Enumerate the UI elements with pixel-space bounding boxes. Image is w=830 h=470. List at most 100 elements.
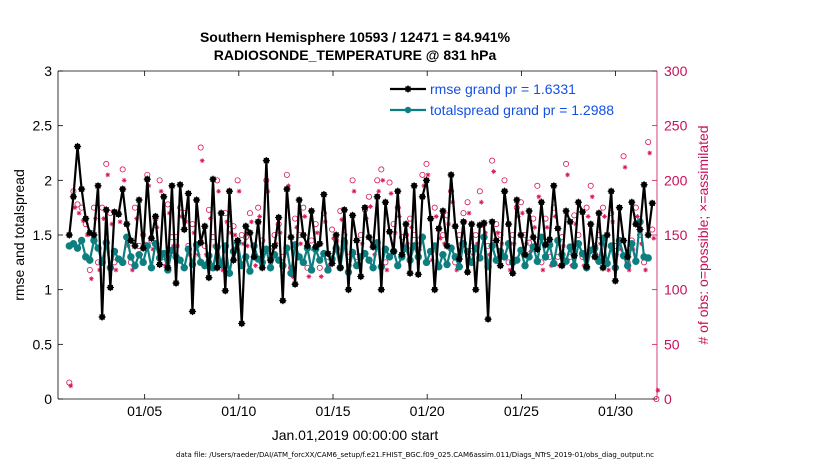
- plot-background: [58, 71, 657, 399]
- rmse-point-star: [258, 264, 266, 272]
- totalspread-point: [139, 258, 147, 267]
- rmse-point-star: [476, 221, 484, 229]
- obs-possible-point: [197, 144, 204, 151]
- obs-possible-point: [74, 201, 81, 208]
- legend-label: totalspread grand pr = 1.2988: [430, 102, 614, 118]
- obs-assimilated-point: [253, 263, 258, 269]
- obs-possible-point: [156, 177, 163, 184]
- totalspread-point: [570, 261, 578, 270]
- totalspread-point: [623, 261, 632, 270]
- obs-assimilated-point: [257, 214, 263, 219]
- totalspread-point: [266, 264, 275, 272]
- rmse-point-star: [394, 187, 402, 195]
- rmse-point-star: [546, 235, 554, 243]
- totalspread-point: [77, 236, 86, 245]
- rmse-point-star: [188, 307, 197, 316]
- rmse-point-star: [90, 231, 98, 239]
- rmse-point-star: [455, 255, 463, 263]
- rmse-point-star: [283, 185, 291, 193]
- rmse-point-star: [348, 211, 357, 219]
- rmse-point-star: [275, 213, 283, 222]
- data-file-footer: data file: /Users/raeder/DAI/ATM_forcXX/…: [176, 451, 654, 459]
- rmse-point-star: [611, 277, 619, 285]
- y-right-tick-label: 200: [664, 172, 688, 188]
- obs-assimilated-point: [232, 232, 238, 238]
- y-right-tick-label: 0: [664, 391, 672, 407]
- rmse-point-star: [225, 187, 234, 195]
- obs-assimilated-point: [388, 191, 394, 196]
- obs-possible-point: [431, 204, 438, 211]
- rmse-point-star: [648, 199, 656, 207]
- obs-assimilated-point: [478, 199, 484, 205]
- obs-possible-point: [234, 177, 241, 184]
- obs-possible-point: [378, 166, 385, 173]
- obs-assimilated-point: [158, 188, 164, 194]
- rmse-point-star: [361, 204, 369, 212]
- rmse-point-star: [537, 198, 546, 206]
- obs-possible-point: [255, 204, 262, 211]
- obs-assimilated-point: [285, 183, 291, 189]
- totalspread-point: [86, 256, 94, 264]
- rmse-point-star: [619, 236, 628, 245]
- rmse-point-star: [500, 187, 509, 195]
- rmse-point-star: [426, 215, 435, 223]
- rmse-point-star: [603, 231, 611, 239]
- obs-assimilated-point: [589, 194, 595, 200]
- rmse-point-star: [443, 242, 451, 250]
- rmse-point-star: [143, 175, 151, 183]
- rmse-point-star: [217, 209, 225, 217]
- totalspread-point: [307, 266, 316, 274]
- obs-assimilated-point: [129, 267, 135, 273]
- rmse-point-star: [509, 269, 517, 277]
- rmse-point-star: [234, 236, 242, 245]
- obs-assimilated-point: [384, 267, 390, 273]
- obs-assimilated-point: [655, 387, 661, 393]
- obs-assimilated-point: [540, 267, 546, 273]
- rmse-point-star: [246, 229, 254, 237]
- rmse-point-star: [209, 175, 217, 183]
- rmse-point-star: [299, 231, 307, 239]
- obs-possible-point: [534, 182, 541, 189]
- y-right-tick-label: 300: [664, 63, 688, 79]
- obs-assimilated-point: [76, 210, 82, 216]
- chart-subtitle: RADIOSONDE_TEMPERATURE @ 831 hPa: [214, 47, 497, 63]
- rmse-point-star: [484, 315, 492, 323]
- totalspread-point: [443, 260, 451, 269]
- rmse-point-star: [632, 220, 640, 228]
- rmse-point-star: [201, 222, 209, 230]
- obs-assimilated-point: [437, 235, 443, 241]
- obs-assimilated-point: [474, 241, 480, 247]
- rmse-point-star: [431, 286, 439, 294]
- rmse-point-star: [328, 259, 336, 268]
- obs-assimilated-point: [536, 194, 542, 200]
- obs-possible-point: [419, 171, 426, 178]
- rmse-point-star: [496, 262, 504, 270]
- y-right-tick-label: 250: [664, 118, 688, 134]
- obs-assimilated-point: [199, 158, 205, 164]
- obs-assimilated-point: [552, 214, 558, 219]
- y-left-tick-label: 1.5: [33, 227, 53, 243]
- obs-assimilated-point: [421, 183, 427, 189]
- legend-label: rmse grand pr = 1.6331: [430, 81, 576, 97]
- rmse-point-star: [365, 233, 373, 241]
- rmse-point-star: [480, 219, 488, 227]
- rmse-point-star: [410, 182, 418, 190]
- obs-assimilated-point: [425, 172, 431, 178]
- totalspread-point: [127, 253, 135, 261]
- obs-possible-point: [460, 210, 467, 217]
- obs-possible-point: [374, 177, 381, 184]
- rmse-point-star: [192, 196, 201, 204]
- rmse-point-star: [180, 225, 188, 234]
- rmse-point-star: [583, 263, 591, 271]
- totalspread-point: [369, 264, 377, 272]
- rmse-point-star: [221, 287, 229, 295]
- obs-possible-point: [316, 264, 323, 271]
- totalspread-point: [316, 256, 324, 264]
- rmse-point-star: [385, 228, 394, 236]
- rmse-point-star: [558, 262, 566, 270]
- obs-assimilated-point: [109, 221, 115, 227]
- x-tick-label: 01/10: [221, 403, 256, 419]
- obs-assimilated-point: [585, 214, 591, 219]
- rmse-point-star: [340, 206, 348, 214]
- totalspread-point: [73, 244, 82, 252]
